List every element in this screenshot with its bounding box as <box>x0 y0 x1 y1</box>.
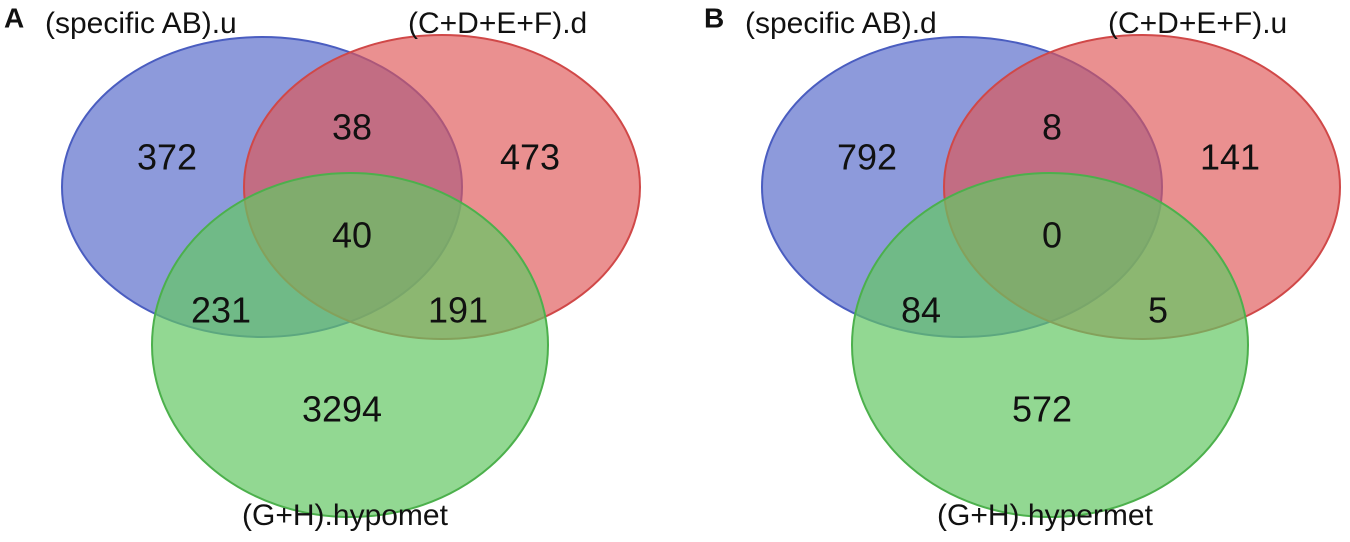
region-count: 3294 <box>302 389 382 430</box>
region-count: 473 <box>500 137 560 178</box>
panel-label: A <box>4 2 24 33</box>
region-count: 84 <box>901 290 941 331</box>
set-ellipse <box>851 172 1249 518</box>
region-count: 8 <box>1042 107 1062 148</box>
region-count: 0 <box>1042 215 1062 256</box>
region-count: 5 <box>1148 290 1168 331</box>
region-count: 572 <box>1012 389 1072 430</box>
region-count: 372 <box>137 137 197 178</box>
region-count: 191 <box>428 290 488 331</box>
set-label: (G+H).hypermet <box>937 499 1154 532</box>
panel-label: B <box>704 2 724 33</box>
set-ellipse <box>151 172 549 518</box>
region-count: 40 <box>332 215 372 256</box>
region-count: 38 <box>332 107 372 148</box>
set-label: (G+H).hypomet <box>242 499 449 532</box>
set-label: (specific AB).u <box>45 7 237 40</box>
region-count: 792 <box>837 137 897 178</box>
region-count: 141 <box>1200 137 1260 178</box>
set-label: (C+D+E+F).d <box>408 7 587 40</box>
region-count: 231 <box>191 290 251 331</box>
set-label: (specific AB).d <box>745 7 937 40</box>
set-label: (C+D+E+F).u <box>1108 7 1287 40</box>
